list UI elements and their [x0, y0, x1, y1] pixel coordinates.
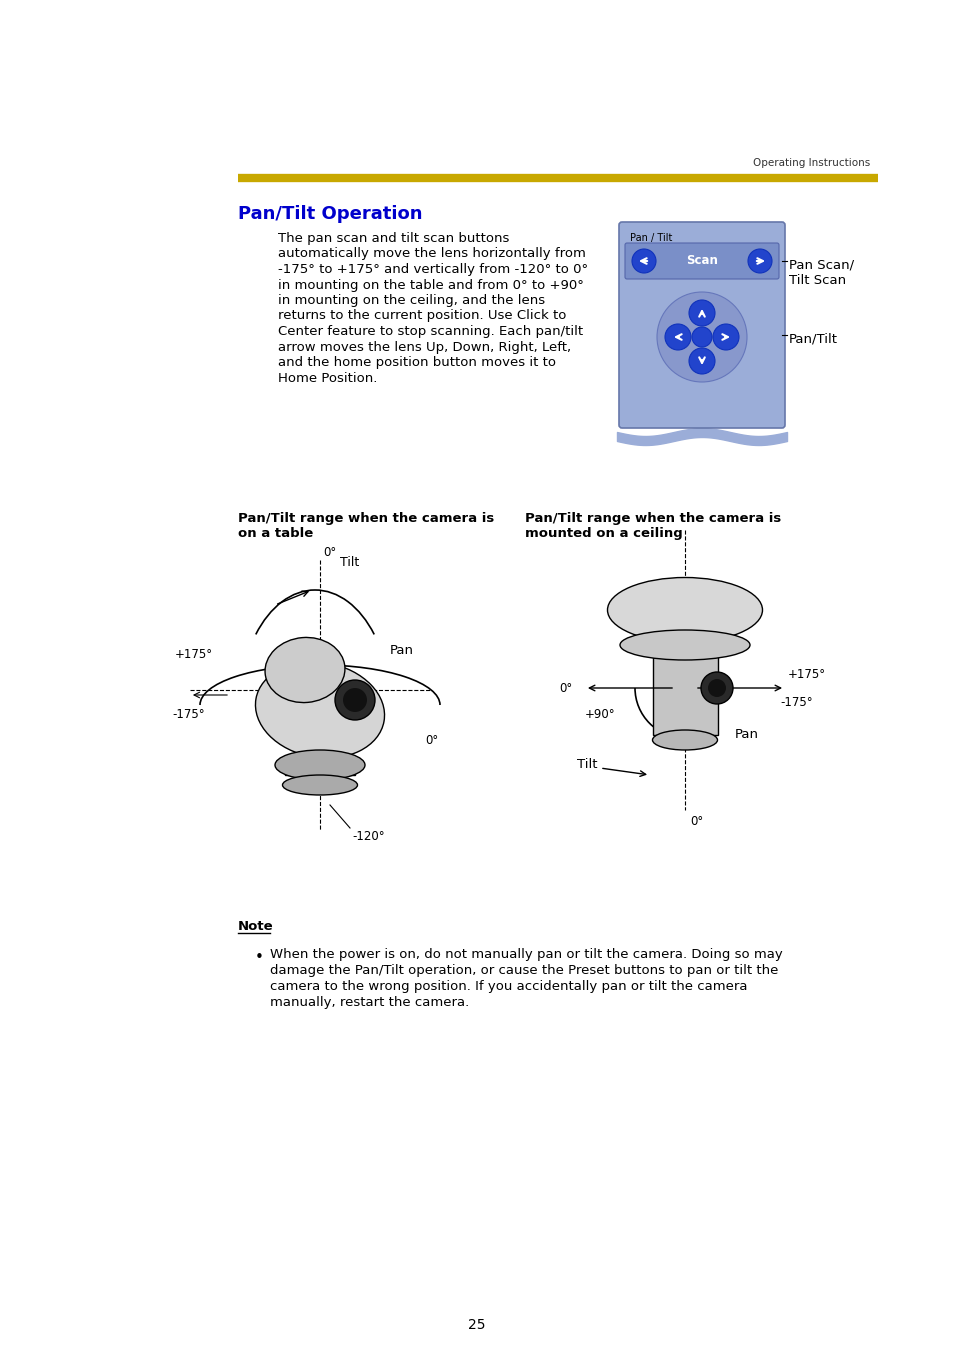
Text: 0°: 0°: [424, 734, 437, 747]
Ellipse shape: [255, 662, 384, 758]
Ellipse shape: [282, 775, 357, 794]
Text: mounted on a ceiling: mounted on a ceiling: [524, 527, 682, 540]
Text: 25: 25: [468, 1319, 485, 1332]
Text: Tilt: Tilt: [577, 758, 597, 771]
Text: •: •: [254, 950, 264, 965]
FancyBboxPatch shape: [618, 222, 784, 428]
Text: 0°: 0°: [689, 815, 702, 828]
Ellipse shape: [274, 750, 365, 780]
Text: 0°: 0°: [323, 546, 335, 558]
Text: -120°: -120°: [352, 830, 384, 843]
Ellipse shape: [619, 630, 749, 661]
Text: and the home position button moves it to: and the home position button moves it to: [277, 357, 556, 369]
Text: The pan scan and tilt scan buttons: The pan scan and tilt scan buttons: [277, 232, 509, 245]
Circle shape: [688, 300, 714, 326]
Text: Pan/Tilt Operation: Pan/Tilt Operation: [237, 205, 422, 223]
Text: 0°: 0°: [559, 681, 573, 694]
Text: Operating Instructions: Operating Instructions: [752, 158, 869, 168]
Ellipse shape: [652, 730, 717, 750]
Circle shape: [343, 688, 367, 712]
Bar: [285, 757, 355, 775]
Text: Scan: Scan: [685, 254, 718, 267]
Text: in mounting on the table and from 0° to +90°: in mounting on the table and from 0° to …: [277, 278, 583, 292]
Circle shape: [657, 292, 746, 382]
Text: Tilt: Tilt: [339, 555, 359, 569]
Text: Pan/Tilt range when the camera is: Pan/Tilt range when the camera is: [237, 512, 494, 526]
Text: camera to the wrong position. If you accidentally pan or tilt the camera: camera to the wrong position. If you acc…: [270, 979, 747, 993]
Circle shape: [664, 324, 690, 350]
Text: Home Position.: Home Position.: [277, 372, 377, 385]
Text: automatically move the lens horizontally from: automatically move the lens horizontally…: [277, 247, 585, 261]
Text: Pan: Pan: [390, 643, 414, 657]
Ellipse shape: [607, 577, 761, 643]
Text: Pan / Tilt: Pan / Tilt: [629, 232, 672, 243]
Circle shape: [691, 327, 711, 347]
Text: When the power is on, do not manually pan or tilt the camera. Doing so may: When the power is on, do not manually pa…: [270, 948, 781, 961]
Circle shape: [747, 249, 771, 273]
FancyBboxPatch shape: [624, 243, 779, 280]
Bar: [652, 644, 718, 735]
Text: +175°: +175°: [787, 669, 825, 681]
Text: returns to the current position. Use Click to: returns to the current position. Use Cli…: [277, 309, 566, 323]
Text: in mounting on the ceiling, and the lens: in mounting on the ceiling, and the lens: [277, 295, 544, 307]
Text: damage the Pan/Tilt operation, or cause the Preset buttons to pan or tilt the: damage the Pan/Tilt operation, or cause …: [270, 965, 778, 977]
Circle shape: [707, 680, 725, 697]
Text: Note: Note: [237, 920, 274, 934]
Text: -175°: -175°: [172, 708, 204, 721]
Text: on a table: on a table: [237, 527, 313, 540]
Text: Center feature to stop scanning. Each pan/tilt: Center feature to stop scanning. Each pa…: [277, 326, 582, 338]
Text: Pan: Pan: [734, 728, 759, 740]
Text: +175°: +175°: [174, 648, 213, 662]
Text: Pan/Tilt: Pan/Tilt: [788, 332, 837, 346]
Text: Pan/Tilt range when the camera is: Pan/Tilt range when the camera is: [524, 512, 781, 526]
Circle shape: [700, 671, 732, 704]
Circle shape: [712, 324, 739, 350]
Ellipse shape: [265, 638, 345, 703]
Text: -175° to +175° and vertically from -120° to 0°: -175° to +175° and vertically from -120°…: [277, 263, 587, 276]
Text: -175°: -175°: [780, 696, 812, 708]
Text: Pan Scan/
Tilt Scan: Pan Scan/ Tilt Scan: [788, 259, 853, 286]
Circle shape: [688, 349, 714, 374]
Circle shape: [631, 249, 656, 273]
Circle shape: [335, 680, 375, 720]
Text: arrow moves the lens Up, Down, Right, Left,: arrow moves the lens Up, Down, Right, Le…: [277, 340, 571, 354]
Text: +90°: +90°: [584, 708, 615, 721]
Text: manually, restart the camera.: manually, restart the camera.: [270, 996, 469, 1009]
